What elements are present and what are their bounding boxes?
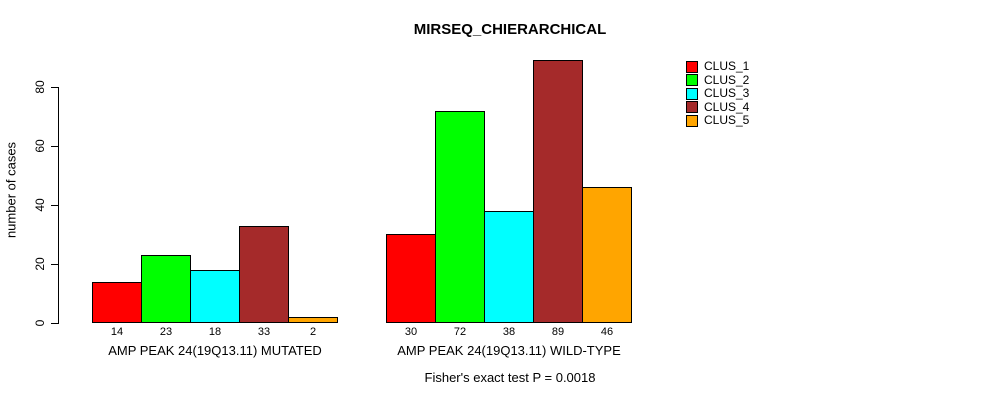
y-axis-tick (51, 264, 58, 265)
bar-clus_5 (582, 187, 632, 323)
legend-label: CLUS_2 (704, 72, 750, 87)
y-axis-tick (51, 205, 58, 206)
x-axis-group-label: AMP PEAK 24(19Q13.11) MUTATED (108, 343, 322, 358)
y-axis-line (58, 87, 59, 324)
chart-title: MIRSEQ_CHIERARCHICAL (413, 21, 607, 38)
bar-value-label: 38 (502, 326, 516, 338)
y-axis-tick-label: 0 (33, 319, 47, 327)
bar-value-label: 89 (551, 326, 565, 338)
y-axis-tick-label: 20 (33, 257, 47, 271)
y-axis-tick-label: 60 (33, 139, 47, 153)
legend-row: CLUS_5 (686, 114, 749, 128)
bar-value-label: 18 (208, 326, 222, 338)
legend-row: CLUS_3 (686, 87, 749, 101)
bar-clus_1 (92, 282, 142, 323)
y-axis-tick (51, 146, 58, 147)
y-axis-tick (51, 87, 58, 88)
y-axis-tick-label: 40 (33, 198, 47, 212)
legend-label: CLUS_1 (704, 59, 750, 74)
bar-clus_5 (288, 317, 338, 323)
bar-value-label: 30 (404, 326, 418, 338)
bar-value-label: 14 (110, 326, 124, 338)
legend-row: CLUS_2 (686, 72, 750, 88)
legend-label: CLUS_3 (704, 86, 750, 101)
legend-label: CLUS_5 (704, 113, 750, 128)
bar-value-label: 2 (309, 326, 317, 338)
legend-label: CLUS_4 (704, 99, 750, 114)
bar-value-label: 33 (257, 326, 271, 338)
y-axis-tick-label: 80 (33, 80, 47, 94)
legend-row: CLUS_4 (686, 99, 750, 115)
legend-row: CLUS_1 (686, 60, 749, 74)
bar-clus_2 (141, 255, 191, 323)
x-axis-group-label: AMP PEAK 24(19Q13.11) WILD-TYPE (397, 343, 621, 358)
y-axis-tick (51, 323, 58, 324)
legend-swatch-icon (686, 74, 698, 87)
legend-swatch-icon (686, 60, 698, 73)
y-axis-title: number of cases (3, 141, 19, 239)
legend: CLUS_1 CLUS_2 CLUS_3 CLUS_4 CLUS_5 (686, 60, 749, 128)
annotation-text: Fisher's exact test P = 0.0018 (424, 370, 596, 385)
bar-value-label: 46 (600, 326, 614, 338)
bar-value-label: 23 (159, 326, 173, 338)
bar-clus_4 (533, 60, 583, 323)
bar-clus_3 (190, 270, 240, 323)
bar-clus_1 (386, 234, 436, 323)
bar-clus_2 (435, 111, 485, 323)
legend-swatch-icon (686, 87, 698, 100)
legend-swatch-icon (686, 101, 698, 114)
bar-value-label: 72 (453, 326, 467, 338)
bar-clus_3 (484, 211, 534, 323)
legend-swatch-icon (686, 114, 698, 127)
bar-clus_4 (239, 226, 289, 323)
